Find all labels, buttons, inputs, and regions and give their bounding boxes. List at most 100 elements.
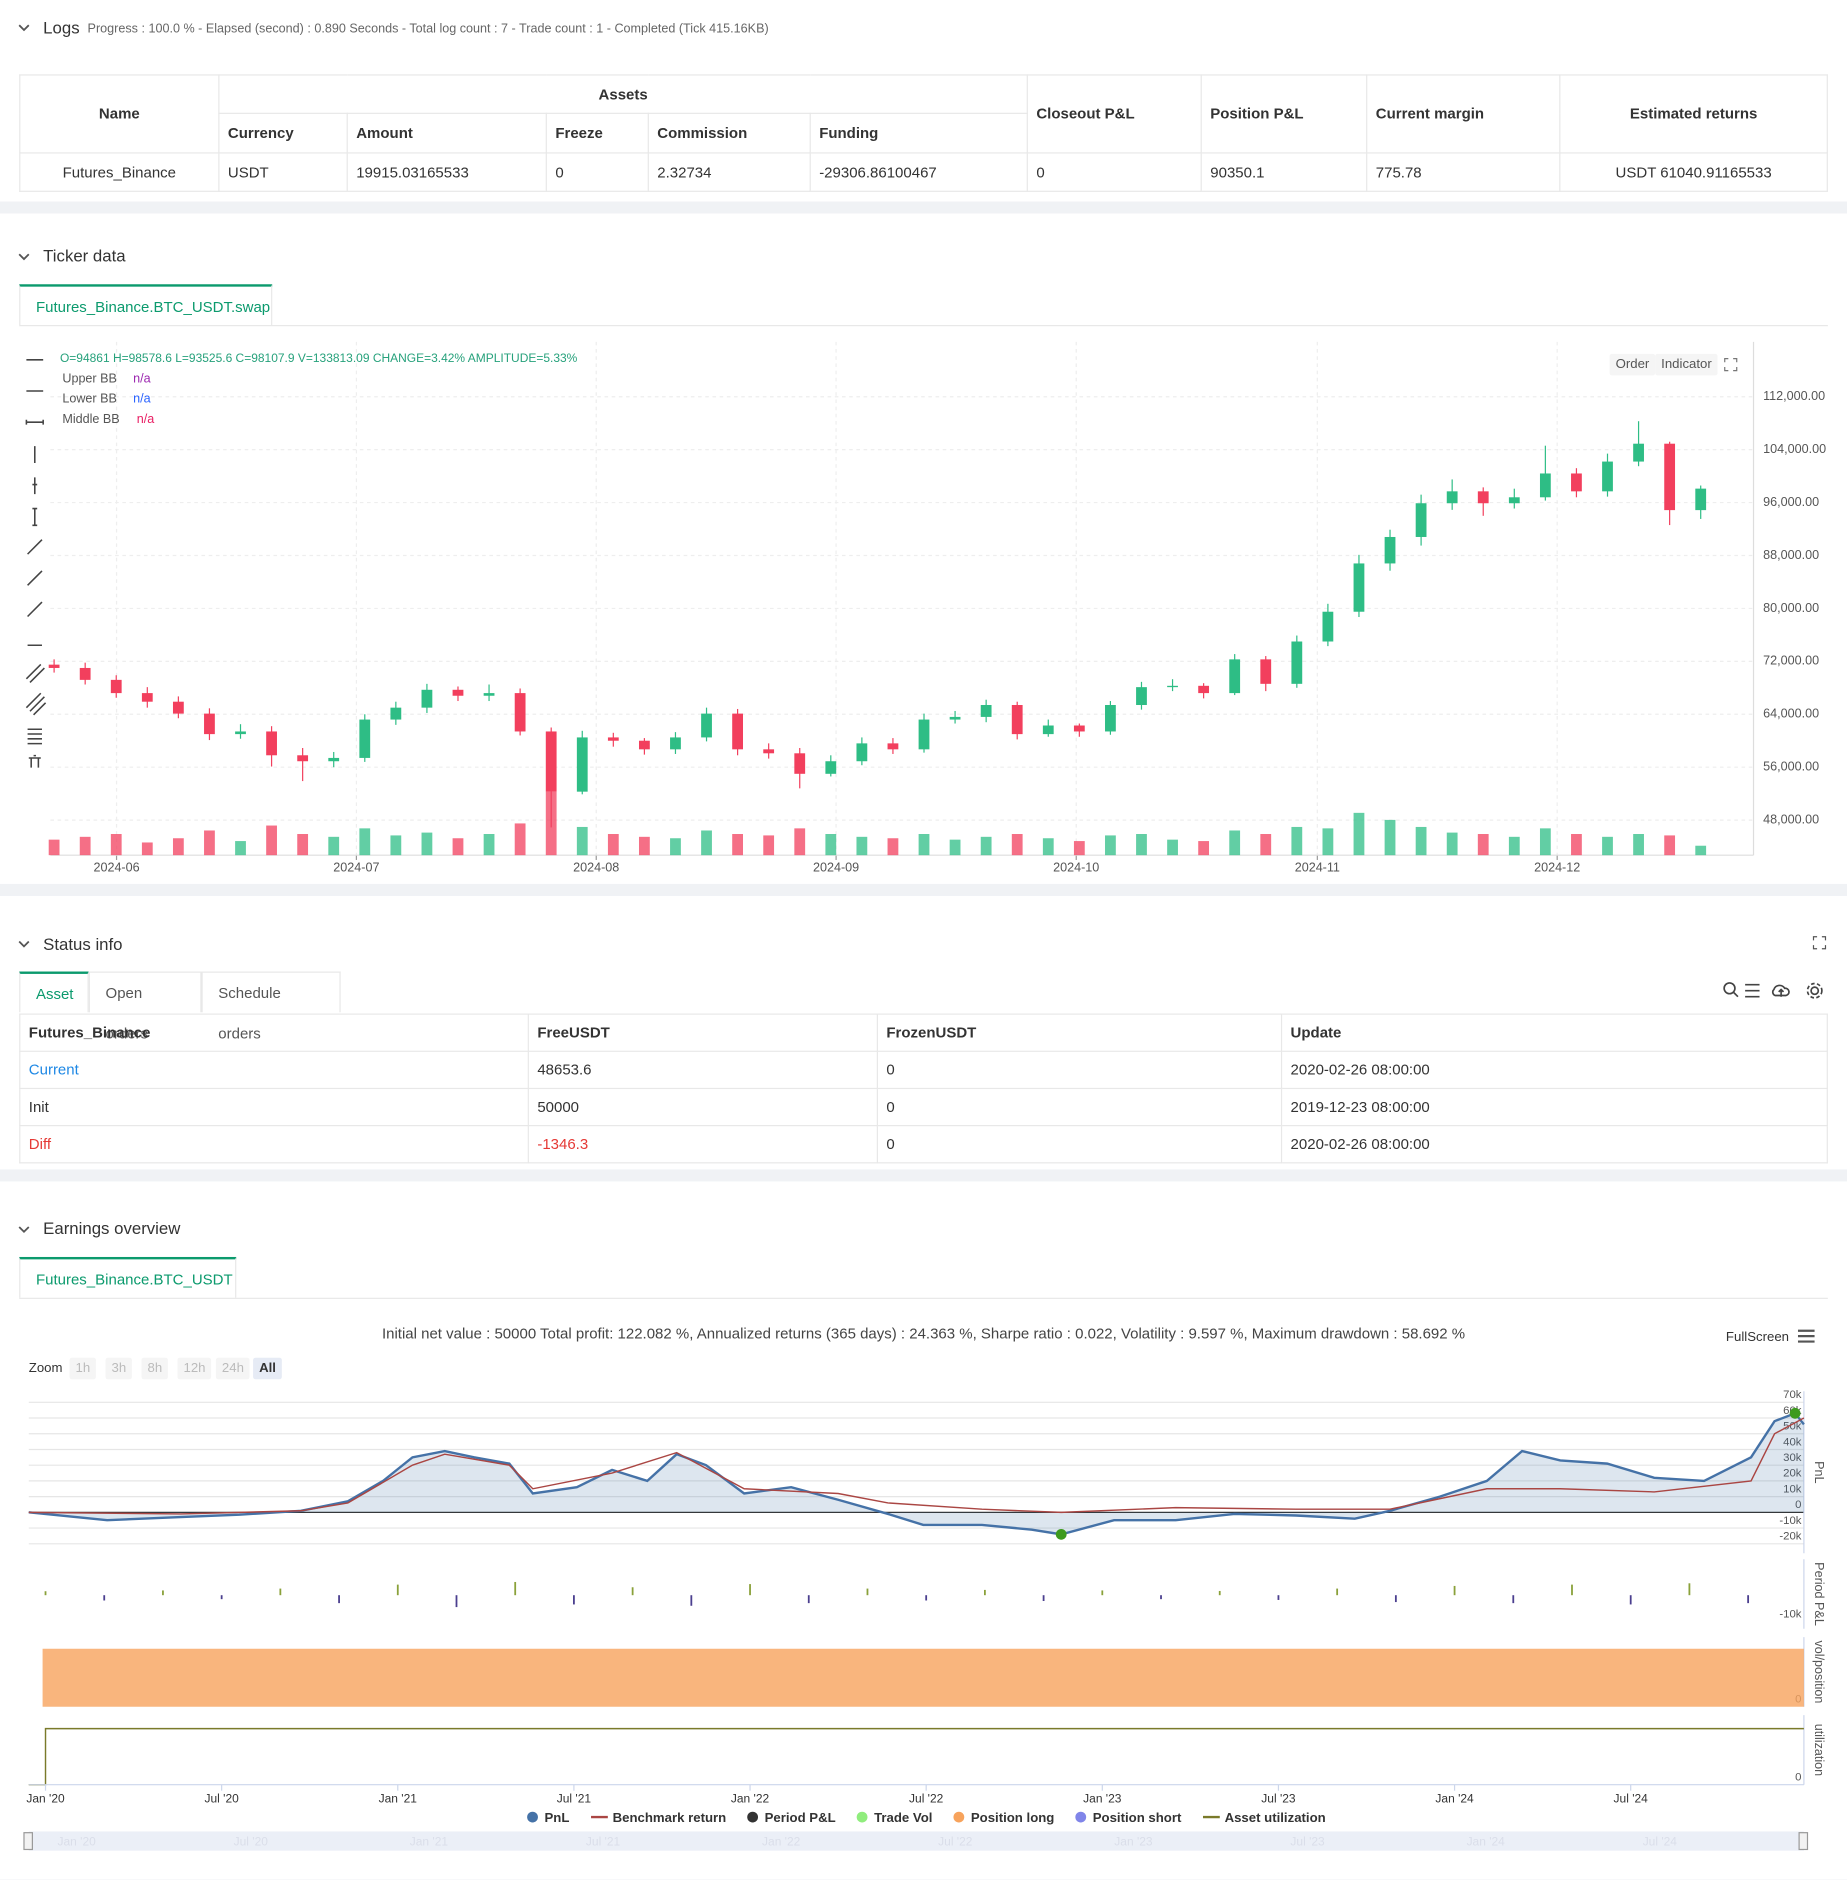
header-cell: Closeout P&L bbox=[1026, 74, 1202, 154]
candle-body bbox=[1167, 685, 1178, 688]
menu-icon[interactable] bbox=[1797, 1329, 1815, 1343]
legend-symbol bbox=[856, 1811, 868, 1823]
expand-icon[interactable] bbox=[1812, 936, 1827, 950]
header-cell: Estimated returns bbox=[1559, 74, 1828, 154]
volume-bar bbox=[110, 834, 122, 856]
indicator-name: Lower BB bbox=[62, 392, 117, 406]
volume-bar bbox=[918, 834, 930, 856]
indicator-value: n/a bbox=[137, 412, 155, 426]
volume-bar bbox=[980, 836, 992, 856]
header-cell: FreeUSDT bbox=[527, 1013, 878, 1052]
volume-bar bbox=[763, 835, 775, 856]
caret bbox=[18, 1226, 30, 1234]
section-title: Status info bbox=[43, 934, 123, 954]
header-row: Name Assets Closeout P&L Position P&L Curren… bbox=[19, 74, 1828, 154]
volume-bar bbox=[949, 839, 961, 856]
y-tick-label: 80,000.00 bbox=[1763, 601, 1819, 615]
y-tick-label: 20k bbox=[1783, 1468, 1802, 1480]
zoom-button[interactable]: 3h bbox=[105, 1357, 133, 1380]
volume-bar bbox=[390, 835, 402, 856]
cell: Diff bbox=[19, 1125, 529, 1164]
zoom-button[interactable]: All bbox=[253, 1357, 282, 1380]
candle-body bbox=[204, 713, 215, 735]
extreme-marker bbox=[1055, 1528, 1067, 1540]
logs-table: Name Assets Closeout P&L Position P&L Curren… bbox=[19, 74, 1828, 192]
ohlc-info: O=94861 H=98578.6 L=93525.6 C=98107.9 V=… bbox=[60, 351, 578, 365]
cell: 90350.1 bbox=[1200, 152, 1368, 192]
volume-bar bbox=[701, 830, 712, 856]
header-cell: Funding bbox=[809, 112, 1028, 154]
axis-title: PnL bbox=[1812, 1461, 1826, 1483]
earnings-card: Earnings overview Futures_Binance.BTC_US… bbox=[0, 1181, 1847, 1880]
tab[interactable]: Futures_Binance.BTC_USDT.swap bbox=[19, 284, 273, 326]
cell: 0 bbox=[545, 152, 649, 192]
order-button[interactable]: Order bbox=[1609, 353, 1656, 376]
legend-symbol bbox=[527, 1811, 538, 1823]
volume-bar bbox=[1633, 834, 1644, 856]
fullscreen-button[interactable]: FullScreen bbox=[1725, 1330, 1789, 1345]
logs-card: Logs Progress : 100.0 % - Elapsed (secon… bbox=[0, 0, 1847, 202]
line bbox=[28, 1727, 1804, 1786]
volume-bar bbox=[141, 842, 153, 856]
candle-body bbox=[1105, 705, 1116, 732]
x-tick-label: Jan '23 bbox=[1083, 1791, 1122, 1805]
y-tick-label: -20k bbox=[1779, 1531, 1801, 1543]
cell: 775.78 bbox=[1366, 152, 1561, 192]
candle-body bbox=[141, 693, 153, 702]
x-tick-label: 2024-06 bbox=[93, 861, 139, 875]
candle-body bbox=[1042, 725, 1054, 735]
y-tick-label: 0 bbox=[1795, 1772, 1801, 1784]
volume-bar bbox=[172, 838, 184, 856]
y-tick-label: 96,000.00 bbox=[1763, 495, 1819, 509]
candle-body bbox=[1260, 659, 1272, 684]
cell: -1346.3 bbox=[527, 1125, 878, 1164]
x-tick-label: 2024-10 bbox=[1053, 861, 1099, 875]
toolbar bbox=[25, 359, 47, 768]
zoom-button[interactable]: 1h bbox=[69, 1357, 97, 1380]
tab[interactable]: Futures_Binance.BTC_USDT bbox=[19, 1256, 237, 1298]
volume-bar bbox=[421, 832, 433, 856]
volume-bar bbox=[1073, 841, 1085, 856]
y-tick-label: 72,000.00 bbox=[1763, 654, 1819, 668]
table-tools[interactable] bbox=[1722, 981, 1823, 1000]
candle-body bbox=[1384, 536, 1396, 564]
candle-body bbox=[421, 689, 433, 708]
area bbox=[28, 1413, 1804, 1535]
volume-bar bbox=[1477, 834, 1489, 856]
volume-bar bbox=[856, 836, 868, 856]
legend-label: Position long bbox=[971, 1810, 1055, 1825]
volume-bar bbox=[1042, 838, 1054, 856]
expand-icon[interactable] bbox=[1724, 357, 1738, 372]
candle-body bbox=[887, 743, 899, 750]
candle-body bbox=[483, 693, 495, 696]
volume-bar bbox=[794, 828, 806, 856]
volume-bar bbox=[1322, 828, 1334, 856]
header-cell: Freeze bbox=[545, 112, 649, 154]
cell: 2019-12-23 08:00:00 bbox=[1280, 1087, 1828, 1127]
x-tick-label: Jul '21 bbox=[557, 1791, 592, 1805]
candle-body bbox=[545, 731, 557, 792]
candle-body bbox=[825, 761, 837, 774]
volume-bar bbox=[1011, 834, 1023, 856]
volume-bar bbox=[48, 839, 60, 856]
zoom-button[interactable]: 24h bbox=[215, 1357, 250, 1380]
volume-bar bbox=[235, 841, 246, 856]
volume-bar bbox=[1198, 841, 1210, 856]
indicator-button[interactable]: Indicator bbox=[1655, 353, 1718, 376]
row: Diff -1346.3 0 2020-02-26 08:00:00 bbox=[19, 1125, 1828, 1164]
x-tick-label: Jul '23 bbox=[1261, 1791, 1296, 1805]
cell: 0 bbox=[876, 1087, 1283, 1127]
cell: Current bbox=[19, 1050, 529, 1090]
zoom-button[interactable]: 12h bbox=[177, 1357, 212, 1380]
caret bbox=[18, 253, 30, 261]
section-title: Ticker data bbox=[43, 245, 126, 266]
tab[interactable]: Asset bbox=[19, 971, 89, 1013]
cell: 19915.03165533 bbox=[346, 152, 547, 192]
divider bbox=[19, 325, 1828, 327]
zoom-button[interactable]: 8h bbox=[141, 1357, 169, 1380]
row: Init 50000 0 2019-12-23 08:00:00 bbox=[19, 1087, 1828, 1127]
axis-title: vol/position bbox=[1812, 1640, 1826, 1703]
y-tick-label: 50k bbox=[1783, 1421, 1802, 1433]
